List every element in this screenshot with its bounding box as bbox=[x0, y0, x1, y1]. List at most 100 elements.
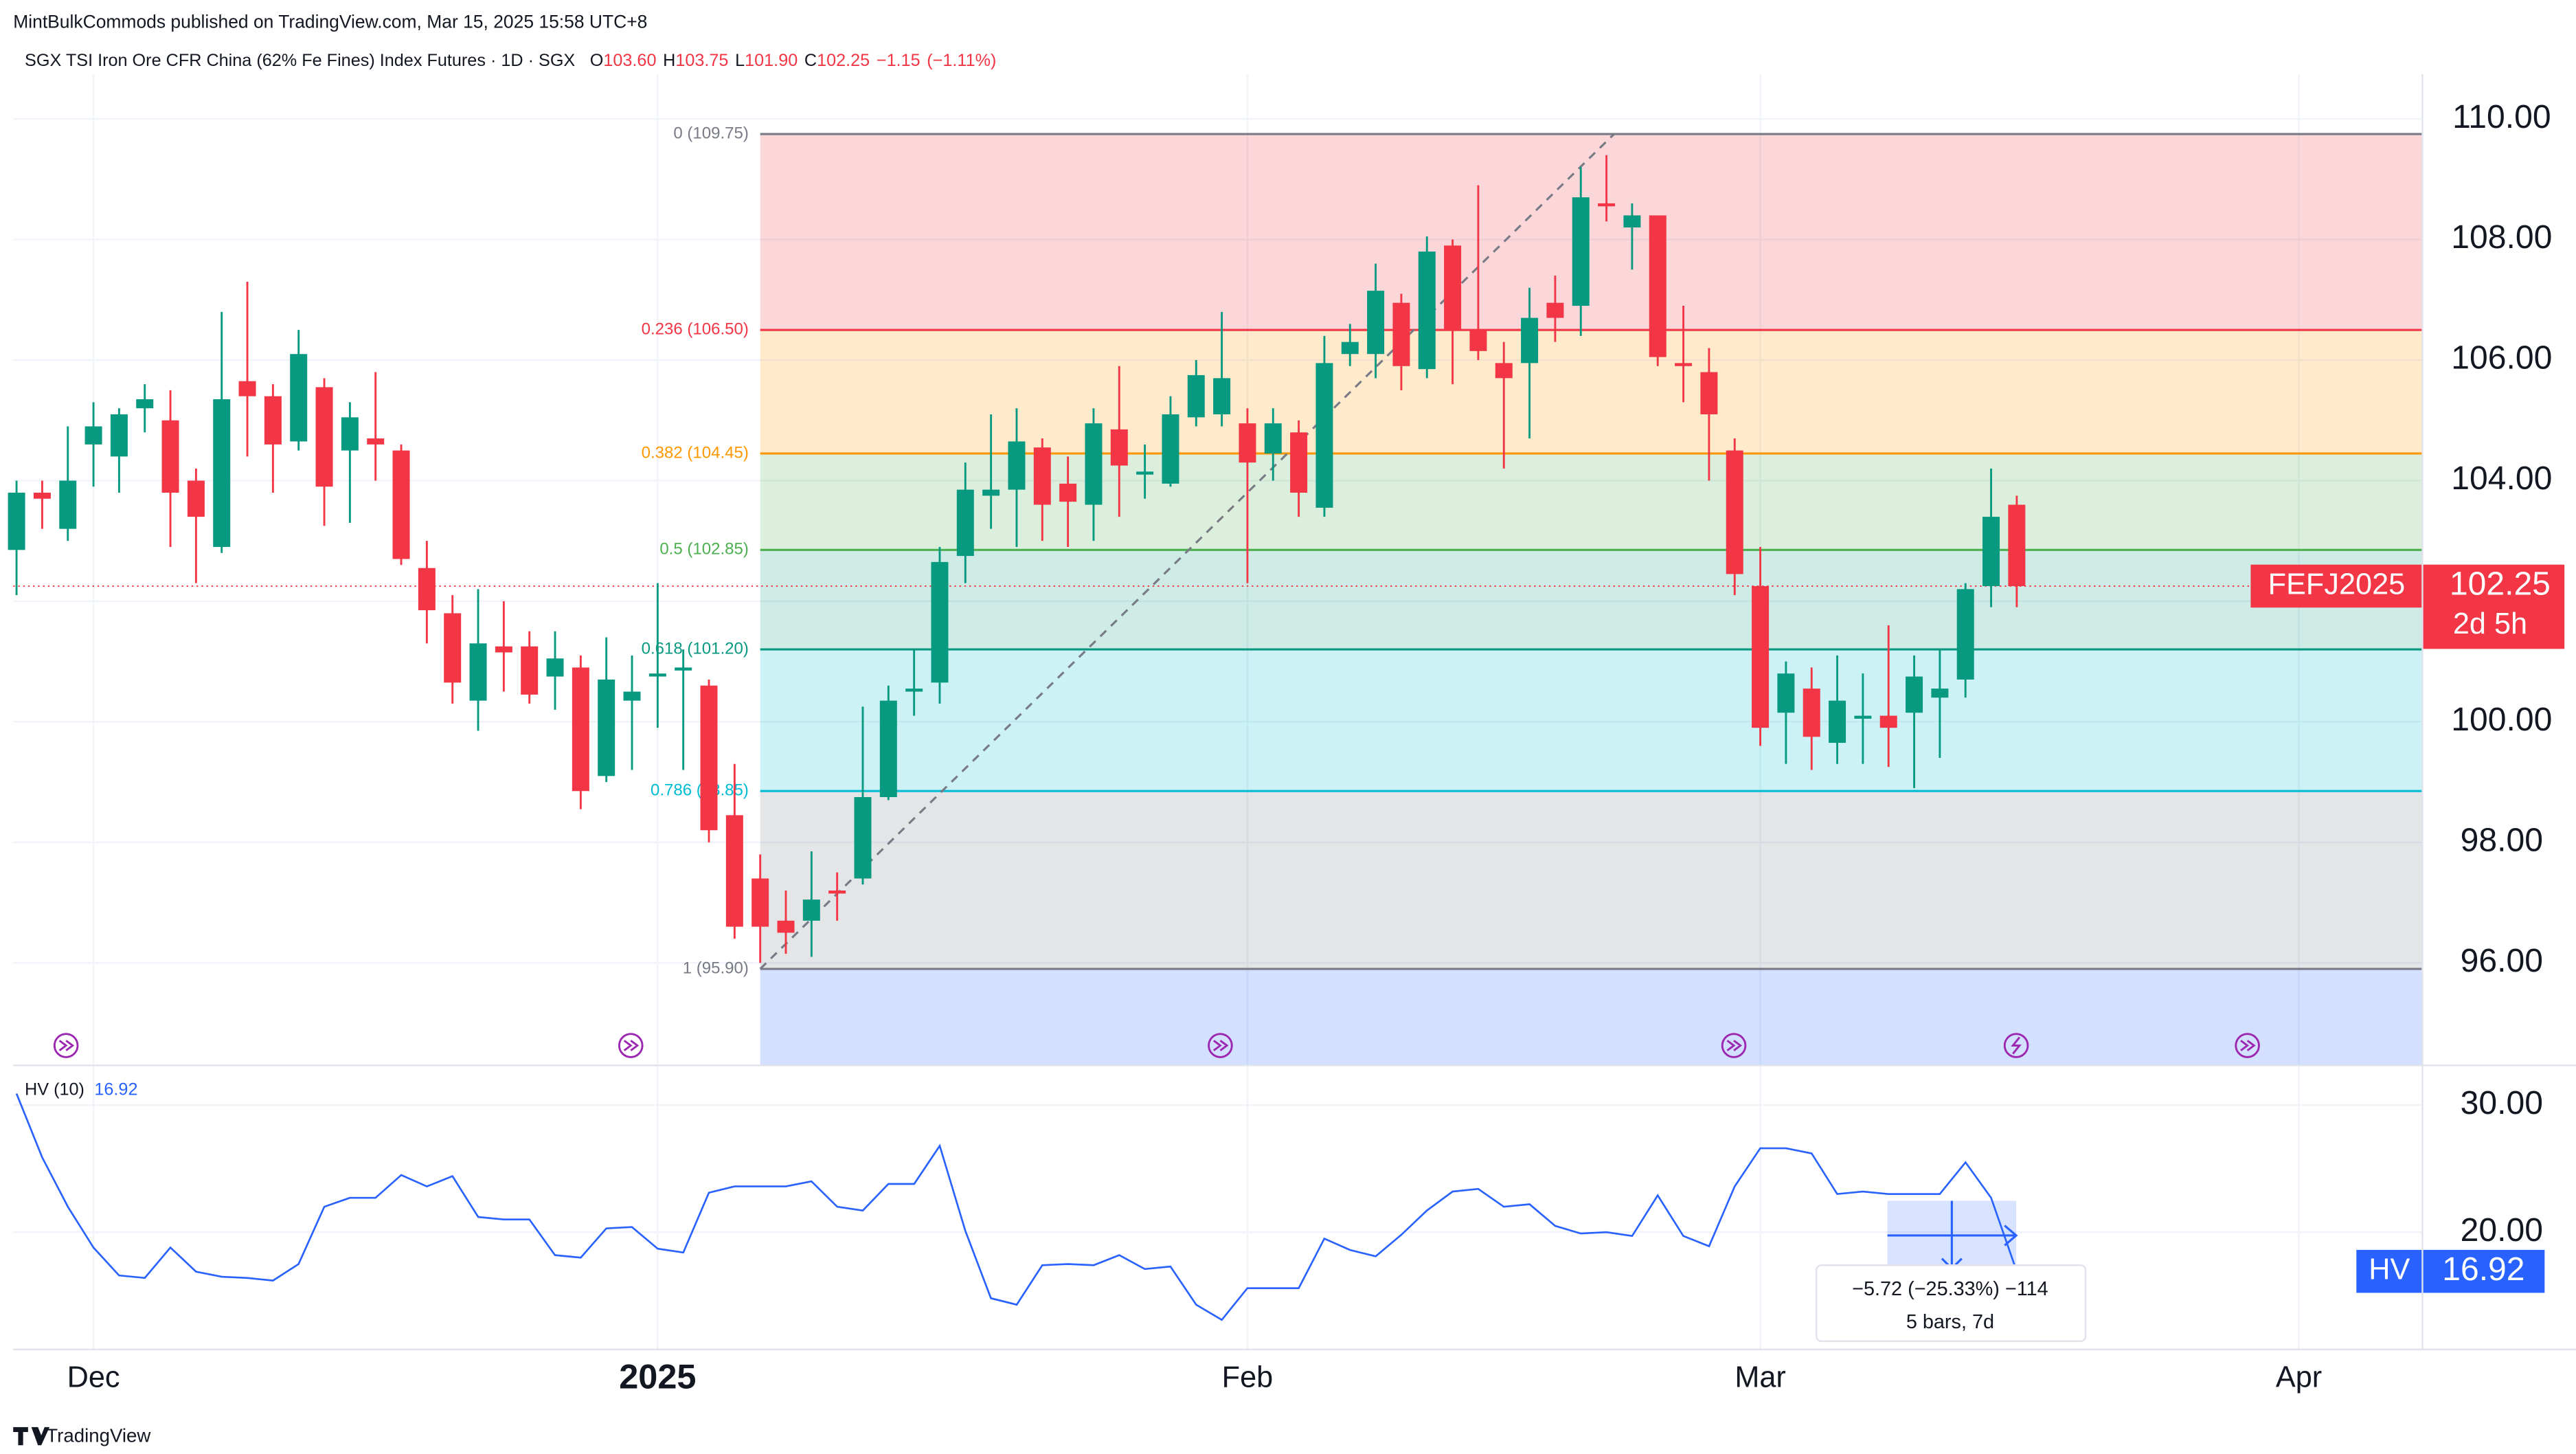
measure-subtext: 5 bars, 7d bbox=[1906, 1311, 1994, 1333]
x-tick-label: 2025 bbox=[619, 1356, 696, 1396]
candle-body bbox=[1906, 676, 1923, 713]
candle-body bbox=[572, 667, 589, 792]
candle-body bbox=[1803, 689, 1820, 737]
chart-layer: 0 (109.75) 0.236 (106.50) 0.382 (104.45) 0.… bbox=[8, 74, 2565, 1396]
hv-badge-bg bbox=[2356, 1249, 2423, 1293]
x-tick-label: Apr bbox=[2276, 1361, 2322, 1394]
measure-tool: −5.72 (−25.33%) −114 5 bars, 7d bbox=[1816, 1200, 2087, 1343]
candle-body bbox=[725, 815, 743, 927]
candle-body bbox=[1546, 302, 1564, 318]
hv-value-bg bbox=[2422, 1249, 2545, 1293]
fib-label: 1 (95.90) bbox=[683, 959, 749, 977]
candle-body bbox=[752, 878, 769, 927]
hv-value-badge: 16.92 bbox=[2442, 1251, 2524, 1288]
candle-body bbox=[777, 920, 795, 933]
candle-body bbox=[1726, 450, 1743, 574]
candle-body bbox=[469, 643, 487, 701]
quote-value: 102.25 bbox=[817, 51, 870, 70]
header-text: MintBulkCommods published on TradingView… bbox=[13, 12, 647, 32]
candle-body bbox=[33, 492, 51, 499]
candle-body bbox=[495, 646, 512, 653]
candle-body bbox=[546, 658, 564, 677]
candle-body bbox=[1649, 215, 1667, 357]
fib-label: 0.382 (104.45) bbox=[642, 443, 749, 462]
candle-body bbox=[136, 399, 154, 409]
candle-body bbox=[1623, 215, 1641, 227]
hv-line bbox=[15, 1093, 2018, 1321]
quote-key: H bbox=[663, 51, 675, 70]
candle-body bbox=[931, 561, 949, 683]
quote-key: L bbox=[735, 51, 745, 70]
fib-label: 0 (109.75) bbox=[673, 124, 748, 142]
candle-body bbox=[1341, 342, 1359, 355]
fib-label: 0.236 (106.50) bbox=[642, 320, 749, 338]
fib-zone bbox=[760, 791, 2423, 970]
candle-body bbox=[1187, 374, 1205, 418]
candle-body bbox=[1469, 330, 1487, 351]
event-glyphs bbox=[58, 1036, 2256, 1055]
y-tick-label: 108.00 bbox=[2451, 219, 2552, 256]
y-tick-label: 96.00 bbox=[2461, 942, 2543, 979]
fib-label: 0.786 (98.85) bbox=[651, 781, 749, 800]
candle-body bbox=[828, 890, 846, 894]
fib-zone bbox=[760, 134, 2423, 331]
candle-body bbox=[1239, 423, 1256, 463]
candle-body bbox=[700, 685, 718, 831]
candle-body bbox=[1700, 372, 1718, 414]
y-tick-label: 100.00 bbox=[2451, 701, 2552, 738]
brand-logo bbox=[13, 1427, 50, 1446]
hv-name: HV (10) bbox=[25, 1080, 84, 1099]
candle-body bbox=[1982, 517, 2000, 586]
candle-body bbox=[1879, 715, 1897, 728]
price-badge: 102.25 bbox=[2450, 566, 2551, 603]
candle-body bbox=[1854, 715, 1872, 719]
candle-body bbox=[1829, 700, 1846, 743]
y-tick-label: 104.00 bbox=[2451, 460, 2552, 497]
candle-body bbox=[1315, 363, 1333, 508]
fib-label: 0.5 (102.85) bbox=[659, 540, 749, 559]
hv-tick-label: 30.00 bbox=[2461, 1084, 2543, 1121]
quote-value: 103.60 bbox=[603, 51, 656, 70]
candle-body bbox=[1110, 429, 1128, 466]
candle-body bbox=[1213, 378, 1231, 414]
candle-body bbox=[1059, 483, 1077, 502]
fib-zone bbox=[760, 969, 2423, 1066]
candle-body bbox=[1956, 589, 1974, 680]
candle-body bbox=[1521, 317, 1539, 364]
candle-body bbox=[1495, 363, 1513, 379]
brand-name: TradingView bbox=[46, 1425, 151, 1446]
fib-zone bbox=[760, 550, 2423, 650]
candle-body bbox=[1085, 423, 1103, 505]
candle-body bbox=[1367, 291, 1385, 355]
footer: TradingView bbox=[13, 1425, 151, 1446]
price-badge-bg bbox=[2422, 564, 2565, 649]
candle-body bbox=[1598, 203, 1616, 207]
y-tick-label: 98.00 bbox=[2461, 822, 2543, 859]
x-tick-label: Feb bbox=[1222, 1361, 1274, 1394]
candle-body bbox=[161, 420, 179, 493]
symbol-legend: SGX TSI Iron Ore CFR China (62% Fe Fines… bbox=[25, 51, 996, 70]
measure-text: −5.72 (−25.33%) −114 bbox=[1852, 1278, 2048, 1300]
candle-body bbox=[444, 613, 462, 683]
y-tick-label: 110.00 bbox=[2452, 98, 2551, 135]
event-icon bbox=[53, 1033, 79, 1058]
event-icon bbox=[1721, 1033, 1747, 1058]
event-icon bbox=[618, 1033, 644, 1058]
candle-body bbox=[521, 646, 539, 695]
measure-arrows bbox=[1887, 1200, 2018, 1271]
event-icon bbox=[1208, 1033, 1233, 1058]
candle-body bbox=[1008, 441, 1026, 490]
candle-body bbox=[1777, 673, 1795, 713]
candle-body bbox=[238, 381, 256, 396]
event-icon bbox=[2003, 1033, 2029, 1058]
candle-body bbox=[905, 689, 923, 692]
candle-body bbox=[675, 667, 692, 671]
candle-body bbox=[1418, 251, 1436, 370]
hv-tick-label: 20.00 bbox=[2461, 1211, 2543, 1249]
event-icon bbox=[2235, 1033, 2260, 1058]
candle-body bbox=[1392, 302, 1410, 366]
trend-line bbox=[759, 133, 1615, 970]
fib-zone bbox=[760, 649, 2423, 792]
quote-key: C bbox=[804, 51, 817, 70]
